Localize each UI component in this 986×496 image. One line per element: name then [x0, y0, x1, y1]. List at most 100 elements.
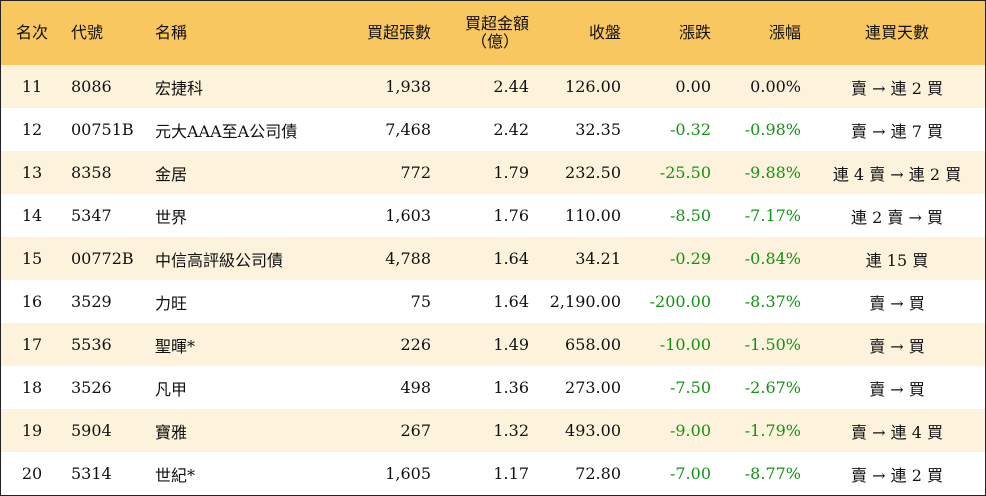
table-row: 17 5536 聖暉* 226 1.49 658.00 -10.00 -1.50% 賣 → 買 [1, 323, 985, 366]
cell-code: 5536 [71, 335, 112, 354]
cell-code: 8086 [71, 77, 112, 96]
cell-close: 232.50 [565, 163, 621, 182]
header-consecutive-days: 連買天數 [864, 23, 929, 42]
cell-name: 聖暉* [155, 336, 196, 356]
cell-name: 元大AAA至A公司債 [155, 121, 298, 141]
header-name: 名稱 [155, 23, 188, 42]
cell-change-pct: -8.37% [744, 292, 801, 311]
header-net-buy-lots: 買超張數 [366, 23, 431, 42]
cell-consecutive-days: 賣 → 連 4 買 [851, 422, 943, 442]
table-row: 13 8358 金居 772 1.79 232.50 -25.50 -9.88% 連 4 賣 →… [1, 151, 985, 194]
cell-change-pct: 0.00% [750, 77, 801, 96]
cell-rank: 17 [21, 335, 43, 354]
cell-change-pct: -0.84% [744, 249, 801, 268]
cell-consecutive-days: 連 2 賣 → 買 [851, 207, 943, 227]
cell-rank: 13 [21, 163, 43, 182]
cell-change: -9.00 [669, 421, 711, 440]
cell-close: 72.80 [575, 464, 621, 483]
header-close: 收盤 [588, 23, 621, 42]
cell-change-pct: -7.17% [744, 206, 801, 225]
cell-change-pct: -9.88% [744, 163, 801, 182]
cell-close: 2,190.00 [549, 292, 621, 311]
cell-rank: 18 [21, 378, 43, 397]
cell-name: 凡甲 [155, 379, 188, 399]
cell-change: 0.00 [675, 77, 711, 96]
cell-name: 世紀* [155, 465, 196, 485]
cell-code: 5314 [71, 464, 112, 483]
table-header: 名次 代號 名稱 買超張數 買超金額 （億） 收盤 漲跌 漲幅 連買天數 [1, 1, 985, 65]
cell-name: 世界 [155, 207, 188, 227]
cell-name: 金居 [155, 164, 188, 184]
cell-consecutive-days: 賣 → 連 2 買 [851, 78, 943, 98]
cell-net-buy-amount: 1.17 [493, 464, 529, 483]
table-row: 12 00751B 元大AAA至A公司債 7,468 2.42 32.35 -0.32 -0.… [1, 108, 985, 151]
cell-change: -10.00 [659, 335, 711, 354]
cell-net-buy-lots: 226 [400, 335, 431, 354]
cell-code: 00751B [71, 120, 134, 139]
header-change-pct: 漲幅 [768, 23, 801, 42]
cell-close: 32.35 [575, 120, 621, 139]
cell-rank: 15 [21, 249, 43, 268]
header-row: 名次 代號 名稱 買超張數 買超金額 （億） 收盤 漲跌 漲幅 連買天數 [1, 1, 985, 65]
header-change: 漲跌 [678, 23, 711, 42]
header-code: 代號 [71, 23, 104, 42]
cell-consecutive-days: 賣 → 買 [869, 379, 925, 399]
table-row: 20 5314 世紀* 1,605 1.17 72.80 -7.00 -8.77% 賣 → 連 … [1, 452, 985, 495]
cell-net-buy-lots: 267 [400, 421, 431, 440]
cell-net-buy-lots: 772 [400, 163, 431, 182]
cell-consecutive-days: 賣 → 買 [869, 293, 925, 313]
table-row: 15 00772B 中信高評級公司債 4,788 1.64 34.21 -0.29 -0.84… [1, 237, 985, 280]
cell-change: -25.50 [659, 163, 711, 182]
header-rank: 名次 [15, 23, 48, 42]
header-net-buy-amount: 買超金額 （億） [439, 1, 537, 65]
cell-net-buy-amount: 1.32 [493, 421, 529, 440]
cell-net-buy-lots: 7,468 [385, 120, 431, 139]
cell-change: -7.50 [669, 378, 711, 397]
cell-name: 寶雅 [155, 422, 188, 442]
cell-consecutive-days: 賣 → 買 [869, 336, 925, 356]
cell-net-buy-lots: 1,603 [385, 206, 431, 225]
cell-code: 5904 [71, 421, 112, 440]
cell-code: 3529 [71, 292, 112, 311]
table-row: 14 5347 世界 1,603 1.76 110.00 -8.50 -7.17% 連 2 賣 … [1, 194, 985, 237]
cell-consecutive-days: 連 4 賣 → 連 2 買 [832, 164, 962, 184]
cell-rank: 11 [21, 77, 43, 96]
cell-consecutive-days: 連 15 買 [865, 250, 929, 270]
cell-net-buy-amount: 1.36 [493, 378, 529, 397]
cell-net-buy-amount: 1.64 [493, 249, 529, 268]
cell-rank: 14 [21, 206, 43, 225]
cell-rank: 20 [21, 464, 43, 483]
cell-code: 3526 [71, 378, 112, 397]
cell-name: 宏捷科 [155, 78, 204, 98]
cell-name: 中信高評級公司債 [155, 250, 284, 270]
cell-close: 126.00 [565, 77, 621, 96]
cell-net-buy-amount: 1.64 [493, 292, 529, 311]
cell-net-buy-amount: 2.42 [493, 120, 529, 139]
cell-name: 力旺 [155, 293, 188, 313]
cell-change-pct: -0.98% [744, 120, 801, 139]
cell-close: 658.00 [565, 335, 621, 354]
header-net-buy-amount-unit: （億） [470, 32, 519, 51]
table-body: 11 8086 宏捷科 1,938 2.44 126.00 0.00 0.00% 賣 → 連 2… [1, 65, 985, 495]
cell-close: 110.00 [565, 206, 621, 225]
cell-code: 00772B [71, 249, 134, 268]
cell-net-buy-amount: 1.76 [493, 206, 529, 225]
table-row: 16 3529 力旺 75 1.64 2,190.00 -200.00 -8.37% 賣 → 買 [1, 280, 985, 323]
cell-net-buy-lots: 1,605 [385, 464, 431, 483]
cell-change: -0.32 [669, 120, 711, 139]
cell-rank: 16 [21, 292, 43, 311]
cell-code: 5347 [71, 206, 112, 225]
cell-net-buy-amount: 1.49 [493, 335, 529, 354]
cell-consecutive-days: 賣 → 連 2 買 [851, 465, 943, 485]
table-row: 18 3526 凡甲 498 1.36 273.00 -7.50 -2.67% 賣 → 買 [1, 366, 985, 409]
cell-change-pct: -8.77% [744, 464, 801, 483]
cell-net-buy-lots: 498 [400, 378, 431, 397]
cell-change: -200.00 [649, 292, 711, 311]
cell-net-buy-lots: 75 [410, 292, 431, 311]
cell-close: 273.00 [565, 378, 621, 397]
cell-net-buy-lots: 1,938 [385, 77, 431, 96]
cell-net-buy-amount: 1.79 [493, 163, 529, 182]
header-net-buy-amount-line1: 買超金額 [464, 14, 529, 33]
